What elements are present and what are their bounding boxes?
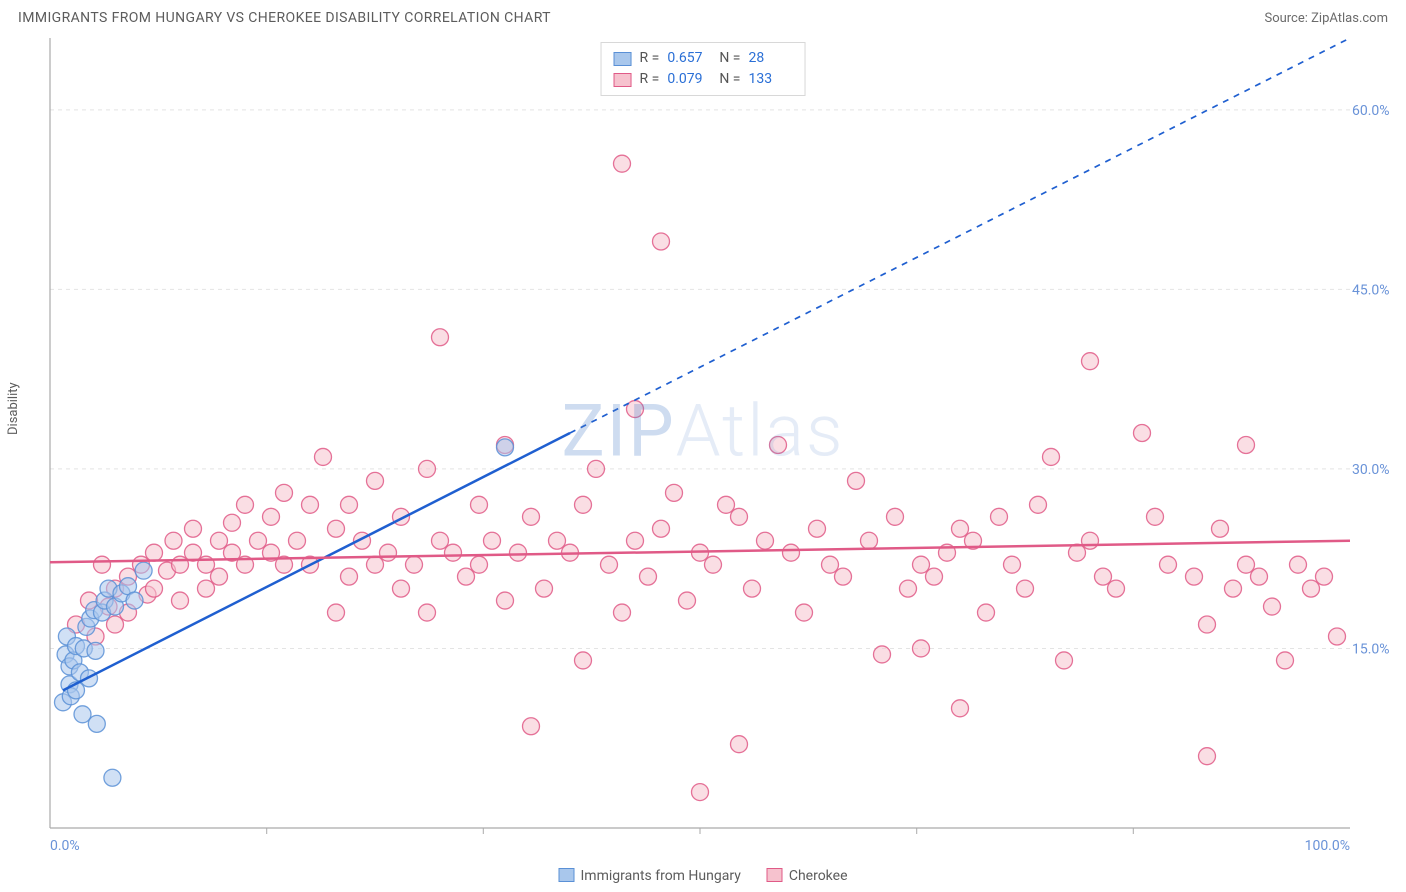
legend-n-label: N = [719, 69, 740, 90]
legend-row: R = 0.079 N = 133 [614, 69, 793, 90]
legend-n-value: 28 [748, 48, 792, 69]
correlation-legend: R = 0.657 N = 28 R = 0.079 N = 133 [601, 42, 806, 96]
y-axis-label: Disability [6, 382, 21, 435]
legend-r-label: R = [640, 48, 660, 69]
svg-text:100.0%: 100.0% [1305, 838, 1350, 854]
source-attribution: Source: ZipAtlas.com [1264, 11, 1388, 26]
legend-n-label: N = [719, 48, 740, 69]
svg-text:45.0%: 45.0% [1352, 282, 1390, 298]
legend-label: Immigrants from Hungary [581, 868, 741, 884]
legend-row: R = 0.657 N = 28 [614, 48, 793, 69]
legend-swatch-icon [614, 73, 632, 87]
series-legend: Immigrants from Hungary Cherokee [559, 868, 848, 884]
svg-text:60.0%: 60.0% [1352, 103, 1390, 119]
legend-n-value: 133 [748, 69, 792, 90]
legend-r-value: 0.079 [667, 69, 711, 90]
legend-item: Cherokee [767, 868, 848, 884]
legend-r-value: 0.657 [667, 48, 711, 69]
legend-swatch-icon [614, 52, 632, 66]
legend-r-label: R = [640, 69, 660, 90]
legend-swatch-icon [767, 868, 783, 882]
svg-text:30.0%: 30.0% [1352, 462, 1390, 478]
page-title: IMMIGRANTS FROM HUNGARY VS CHEROKEE DISA… [18, 10, 551, 26]
chart-container: Disability 15.0% 30.0% 45.0% 60.0% 0.0% 100.0… [0, 38, 1406, 892]
legend-swatch-icon [559, 868, 575, 882]
legend-item: Immigrants from Hungary [559, 868, 741, 884]
svg-text:0.0%: 0.0% [50, 838, 80, 854]
svg-text:15.0%: 15.0% [1352, 641, 1390, 657]
legend-label: Cherokee [789, 868, 848, 884]
scatter-plot: 15.0% 30.0% 45.0% 60.0% 0.0% 100.0% [0, 38, 1406, 878]
